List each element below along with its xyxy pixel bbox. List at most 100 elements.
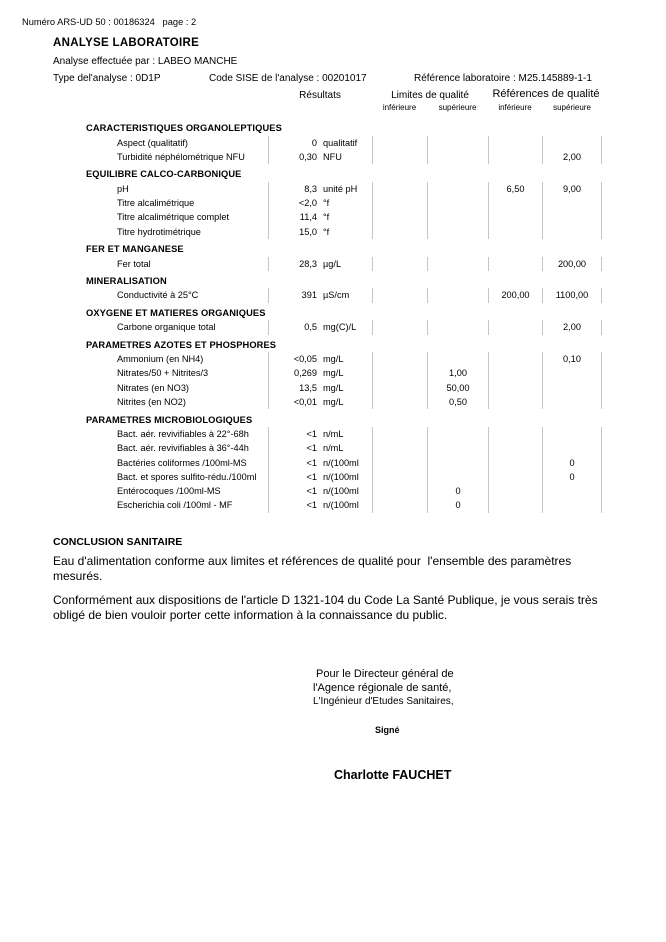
reference-upper-value: 0: [542, 469, 602, 485]
result-value: <1: [268, 469, 318, 485]
reference-lower-value: [488, 441, 542, 456]
section-title: OXYGENE ET MATIERES ORGANIQUES: [86, 307, 266, 318]
parameter-name: Titre hydrotimétrique: [117, 226, 201, 237]
reference-upper-value: 200,00: [542, 256, 602, 271]
limit-lower-value: [372, 149, 427, 165]
reference-lower-value: [488, 352, 542, 367]
section-title: MINERALISATION: [86, 276, 167, 286]
signature-role-line-1: Pour le Directeur général de: [316, 668, 454, 680]
result-unit: n/(100ml: [323, 486, 359, 497]
signature-role-line-3: L'Ingénieur d'Etudes Sanitaires,: [313, 696, 454, 707]
result-unit: mg/L: [323, 397, 344, 408]
result-value: 0: [268, 135, 318, 150]
limit-lower-value: [372, 380, 427, 396]
limit-lower-value: [372, 366, 427, 381]
limit-lower-value: [372, 256, 427, 271]
limit-upper-value: [427, 181, 488, 197]
result-unit: µg/L: [323, 258, 342, 269]
reference-lower-value: [488, 366, 542, 381]
limit-upper-value: [427, 455, 488, 470]
table-section: FER ET MANGANESE Fer total 28,3 µg/L 200,00: [86, 242, 603, 271]
result-unit: mg/L: [323, 354, 344, 365]
limit-upper-value: [427, 288, 488, 303]
parameter-name: Fer total: [117, 258, 151, 269]
table-row: pH 8,3 unité pH 6,50 9,00: [86, 181, 603, 197]
table-row: Bact. aér. revivifiables à 22°-68h <1 n/mL: [86, 426, 603, 442]
limit-upper-value: 0: [427, 498, 488, 513]
reference-lower-value: [488, 135, 542, 150]
limit-upper-value: [427, 210, 488, 225]
reference-upper-value: 1100,00: [542, 288, 602, 303]
limit-lower-value: [372, 135, 427, 150]
result-unit: °f: [323, 198, 330, 209]
reference-upper-value: 0,10: [542, 352, 602, 367]
parameter-name: Titre alcalimétrique: [117, 198, 195, 209]
reference-lower-value: [488, 498, 542, 513]
result-value: <1: [268, 441, 318, 456]
result-unit: µS/cm: [323, 290, 350, 301]
result-value: <1: [268, 426, 318, 442]
column-subheader-limit-upper: supérieure: [438, 103, 477, 112]
doc-number-line: Numéro ARS-UD 50 : 00186324 page : 2: [22, 17, 197, 27]
table-row: Entérocoques /100ml-MS <1 n/(100ml 0: [86, 484, 603, 499]
reference-lower-value: [488, 395, 542, 410]
result-unit: mg/L: [323, 368, 344, 379]
reference-upper-value: [542, 441, 602, 456]
result-unit: unité pH: [323, 183, 358, 194]
performed-by-line: Analyse effectuée par : LABEO MANCHE: [53, 56, 238, 67]
analysis-table: CARACTERISTIQUES ORGANOLEPTIQUES Aspect (…: [86, 118, 603, 513]
table-section: MINERALISATION Conductivité à 25°C 391 µS/c…: [86, 274, 603, 303]
reference-lower-value: [488, 484, 542, 499]
parameter-name: Nitrates (en NO3): [117, 382, 189, 393]
parameter-name: Titre alcalimétrique complet: [117, 212, 229, 223]
signature-role-line-2: l'Agence régionale de santé,: [313, 682, 452, 694]
reference-upper-value: [542, 426, 602, 442]
limit-upper-value: [427, 196, 488, 211]
result-unit: n/(100ml: [323, 500, 359, 511]
parameter-name: Aspect (qualitatif): [117, 137, 188, 148]
column-header-references: Références de qualité: [492, 88, 600, 100]
table-row: Titre alcalimétrique <2,0 °f: [86, 196, 603, 211]
reference-upper-value: [542, 395, 602, 410]
table-row: Conductivité à 25°C 391 µS/cm 200,00 1100,00: [86, 288, 603, 303]
table-row: Carbone organique total 0,5 mg(C)/L 2,00: [86, 320, 603, 335]
table-row: Titre hydrotimétrique 15,0 °f: [86, 224, 603, 239]
conclusion-paragraph-1: Eau d'alimentation conforme aux limites …: [53, 554, 575, 583]
parameter-name: Ammonium (en NH4): [117, 354, 204, 365]
result-value: 13,5: [268, 380, 318, 396]
table-section: CARACTERISTIQUES ORGANOLEPTIQUES Aspect (…: [86, 121, 603, 165]
column-header-results: Résultats: [299, 90, 341, 101]
table-row: Aspect (qualitatif) 0 qualitatif: [86, 135, 603, 150]
reference-lower-value: 6,50: [488, 181, 542, 197]
limit-upper-value: [427, 135, 488, 150]
parameter-name: Entérocoques /100ml-MS: [117, 486, 221, 497]
reference-lower-value: [488, 455, 542, 470]
column-header-limits: Limites de qualité: [391, 90, 469, 101]
limit-upper-value: 0,50: [427, 395, 488, 410]
limit-upper-value: [427, 352, 488, 367]
reference-upper-value: [542, 210, 602, 225]
parameter-name: Nitrates/50 + Nitrites/3: [117, 368, 209, 379]
table-section: PARAMETRES AZOTES ET PHOSPHORES Ammonium …: [86, 338, 603, 410]
conclusion-paragraph-2: Conformément aux dispositions de l'artic…: [53, 593, 601, 622]
reference-lower-value: [488, 149, 542, 165]
parameter-name: Escherichia coli /100ml - MF: [117, 500, 233, 511]
table-row: Titre alcalimétrique complet 11,4 °f: [86, 210, 603, 225]
limit-lower-value: [372, 469, 427, 485]
reference-upper-value: [542, 196, 602, 211]
reference-lower-value: 200,00: [488, 288, 542, 303]
result-value: <1: [268, 498, 318, 513]
result-value: 0,269: [268, 366, 318, 381]
sise-code: Code SISE de l'analyse : 00201017: [209, 73, 367, 84]
table-section: EQUILIBRE CALCO-CARBONIQUE pH 8,3 unité pH 6…: [86, 167, 603, 239]
table-row: Bact. aér. revivifiables à 36°-44h <1 n/mL: [86, 441, 603, 456]
limit-upper-value: [427, 256, 488, 271]
result-unit: °f: [323, 212, 330, 223]
limit-lower-value: [372, 181, 427, 197]
parameter-name: pH: [117, 183, 129, 194]
limit-upper-value: [427, 441, 488, 456]
table-section: OXYGENE ET MATIERES ORGANIQUES Carbone or…: [86, 306, 603, 335]
limit-lower-value: [372, 210, 427, 225]
reference-lower-value: [488, 196, 542, 211]
